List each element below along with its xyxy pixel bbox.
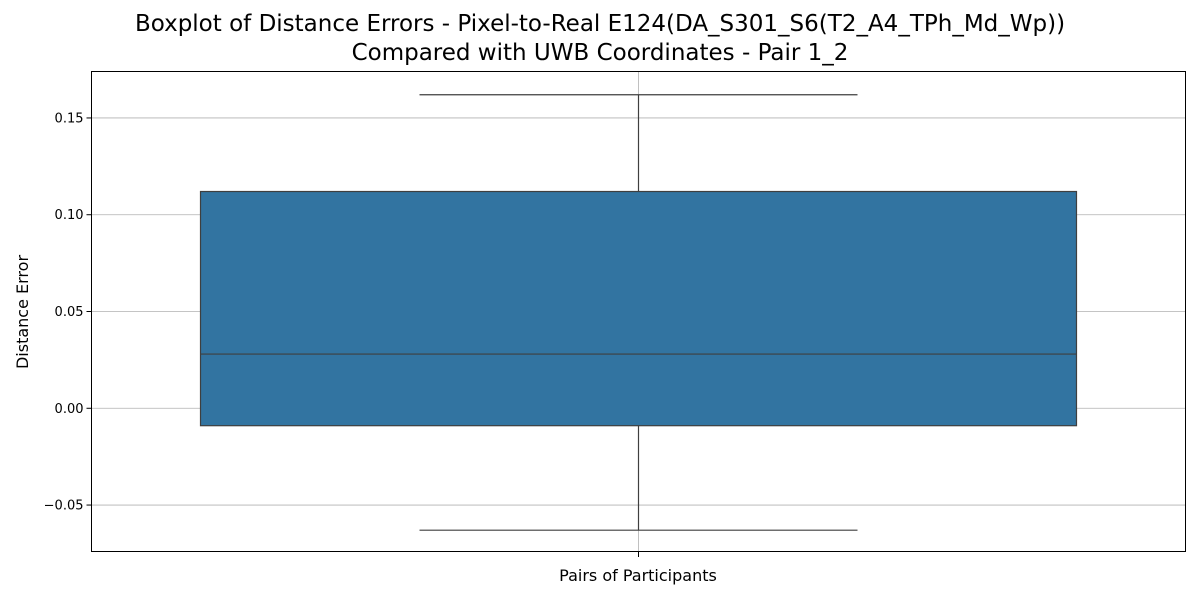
y-tick-label: 0.00 bbox=[55, 402, 84, 417]
y-axis-label: Distance Error bbox=[13, 255, 32, 369]
box-layer bbox=[199, 94, 1078, 531]
iqr-box bbox=[199, 190, 1078, 427]
y-tick-label: 0.15 bbox=[55, 111, 84, 126]
y-tick-label: 0.10 bbox=[55, 208, 84, 223]
x-axis-label: Pairs of Participants bbox=[559, 566, 717, 585]
chart-title-line-2: Compared with UWB Coordinates - Pair 1_2 bbox=[351, 40, 849, 66]
y-tick-label: −0.05 bbox=[44, 499, 84, 514]
chart-title-line-1: Boxplot of Distance Errors - Pixel-to-Re… bbox=[134, 11, 1066, 37]
y-tick-label: 0.05 bbox=[55, 305, 84, 320]
y-ticks: −0.05 0.00 0.05 0.10 0.15 bbox=[44, 111, 92, 514]
